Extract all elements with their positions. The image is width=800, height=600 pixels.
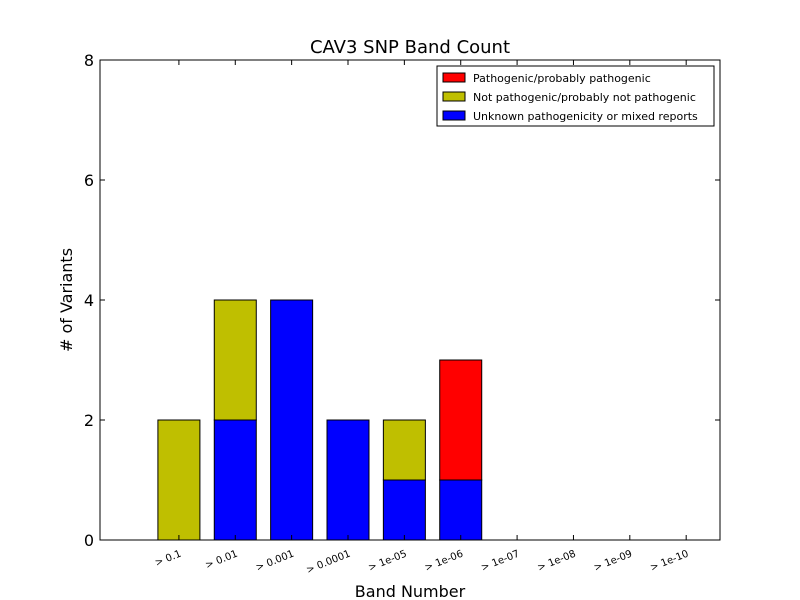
xtick-label-8: > 1e-09 [592,549,634,574]
bar-0-series-1 [157,419,201,541]
xtick-label-1: > 0.01 [204,549,239,572]
bar-4-series-1 [382,419,426,481]
ytick-label-4: 8 [84,51,94,70]
legend-label-1: Not pathogenic/probably not pathogenic [473,91,696,104]
y-axis-label: # of Variants [57,248,76,352]
xtick-label-3: > 0.0001 [305,549,352,577]
xtick-label-5: > 1e-06 [423,549,465,574]
legend-swatch-0 [442,72,466,83]
legend-swatch-2 [442,110,466,121]
bar-5-series-0 [439,479,483,541]
ytick-label-2: 4 [84,291,94,310]
xtick-label-7: > 1e-08 [536,549,578,574]
xtick-label-0: > 0.1 [153,549,183,569]
legend-swatch-1 [442,91,466,102]
bars-group [157,299,483,541]
ytick-label-0: 0 [84,531,94,550]
plot-frame [99,59,721,541]
legend-label-0: Pathogenic/probably pathogenic [473,72,651,85]
bar-1-series-1 [213,299,257,421]
legend-box [436,65,715,127]
x-axis-label: Band Number [355,582,466,600]
chart-title: CAV3 SNP Band Count [310,37,510,58]
bar-5-series-2 [439,359,483,481]
xtick-label-9: > 1e-10 [649,549,691,574]
bar-1-series-0 [213,419,257,541]
ytick-label-1: 2 [84,411,94,430]
legend: Pathogenic/probably pathogenic Not pathog… [436,65,715,127]
bar-4-series-0 [382,479,426,541]
xtick-label-6: > 1e-07 [480,549,522,574]
xtick-label-2: > 0.001 [254,549,295,574]
ytick-label-3: 6 [84,171,94,190]
bar-3-series-0 [326,419,370,541]
legend-label-2: Unknown pathogenicity or mixed reports [473,110,698,123]
bar-2-series-0 [270,299,314,541]
xtick-label-4: > 1e-05 [367,549,409,574]
